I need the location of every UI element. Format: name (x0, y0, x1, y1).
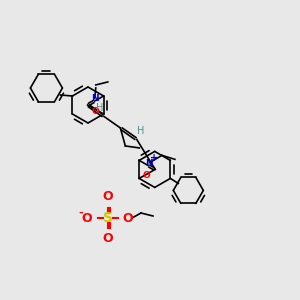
Text: O: O (142, 171, 150, 180)
Text: O: O (92, 106, 100, 116)
Text: H: H (96, 103, 104, 113)
Text: O: O (82, 212, 92, 224)
Text: -: - (79, 208, 83, 218)
Text: N: N (145, 159, 153, 168)
Text: O: O (123, 212, 133, 224)
Text: N: N (91, 94, 99, 103)
Text: +: + (150, 153, 158, 164)
Text: H: H (137, 126, 144, 136)
Text: O: O (103, 190, 113, 203)
Text: O: O (103, 232, 113, 245)
Text: S: S (103, 211, 113, 225)
